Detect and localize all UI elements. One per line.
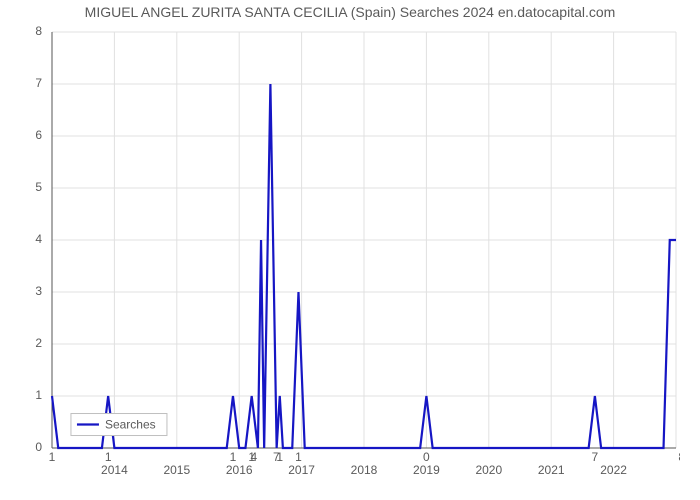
x-tick-label: 2020 [475, 463, 502, 477]
legend-label: Searches [105, 418, 156, 432]
x-tick-label: 2014 [101, 463, 128, 477]
y-tick-label: 1 [0, 388, 42, 402]
value-label: 1 [295, 450, 302, 464]
value-label: 8 [678, 450, 680, 464]
value-label: 0 [423, 450, 430, 464]
y-tick-label: 5 [0, 180, 42, 194]
value-label: 7 [592, 450, 599, 464]
y-tick-label: 7 [0, 76, 42, 90]
value-label: 1 [276, 450, 283, 464]
value-label: 4 [250, 450, 257, 464]
x-tick-label: 2021 [538, 463, 565, 477]
x-tick-label: 2022 [600, 463, 627, 477]
x-tick-label: 2019 [413, 463, 440, 477]
y-tick-label: 0 [0, 440, 42, 454]
chart-area: 2014201520162017201820192020202120221111… [48, 28, 680, 448]
x-tick-label: 2018 [351, 463, 378, 477]
y-tick-label: 6 [0, 128, 42, 142]
x-tick-label: 2017 [288, 463, 315, 477]
chart-title: MIGUEL ANGEL ZURITA SANTA CECILIA (Spain… [0, 4, 700, 20]
y-tick-label: 2 [0, 336, 42, 350]
x-tick-label: 2015 [163, 463, 190, 477]
y-tick-label: 3 [0, 284, 42, 298]
value-label: 1 [49, 450, 56, 464]
value-label: 1 [105, 450, 112, 464]
value-label: 1 [230, 450, 237, 464]
y-tick-label: 4 [0, 232, 42, 246]
x-tick-label: 2016 [226, 463, 253, 477]
y-tick-label: 8 [0, 24, 42, 38]
